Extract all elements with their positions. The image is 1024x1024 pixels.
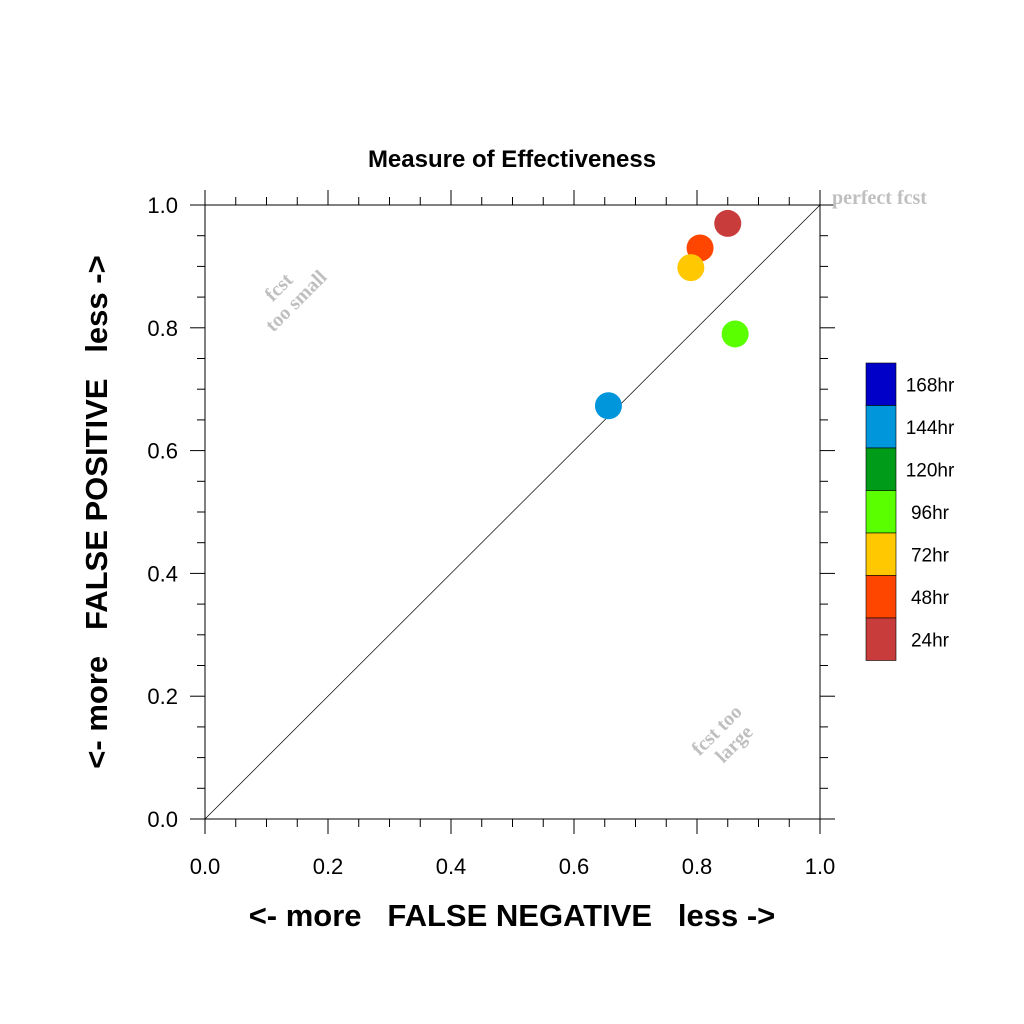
x-tick-label: 0.6: [559, 854, 590, 879]
x-tick-label: 1.0: [805, 854, 836, 879]
x-tick-label: 0.2: [313, 854, 344, 879]
legend-label-72hr: 72hr: [911, 545, 950, 566]
diagonal-reference-line: [204, 204, 821, 820]
point-144hr: [594, 392, 622, 420]
y-tick-label: 0.0: [147, 807, 178, 832]
x-tick-label: 0.4: [436, 854, 467, 879]
y-tick-label: 0.8: [147, 316, 178, 341]
legend-label-168hr: 168hr: [906, 375, 955, 396]
legend: 168hr 144hr 120hr 96hr 72hr 48hr 24hr: [865, 362, 955, 661]
data-points: [594, 209, 749, 420]
chart-title: Measure of Effectiveness: [368, 146, 656, 173]
legend-swatch-72hr: [865, 532, 897, 576]
point-24hr: [714, 209, 742, 237]
x-axis-label: <- more FALSE NEGATIVE less ->: [249, 898, 776, 933]
y-axis-label: <- more FALSE POSITIVE less ->: [79, 255, 114, 768]
legend-label-120hr: 120hr: [906, 460, 955, 481]
axis-ticks: [190, 190, 835, 834]
legend-swatch-48hr: [865, 575, 897, 619]
y-tick-label: 0.4: [147, 561, 178, 586]
legend-label-24hr: 24hr: [911, 630, 950, 651]
plot-frame: [204, 204, 821, 820]
legend-swatch-144hr: [865, 405, 897, 449]
y-tick-label: 1.0: [147, 193, 178, 218]
y-tick-label: 0.6: [147, 439, 178, 464]
legend-swatch-24hr: [865, 617, 897, 661]
legend-label-48hr: 48hr: [911, 588, 950, 609]
annotation-too-small: fcst too small: [246, 250, 332, 336]
legend-swatch-96hr: [865, 490, 897, 534]
legend-label-96hr: 96hr: [911, 503, 950, 524]
annotation-perfect-fcst: perfect fcst: [832, 187, 927, 209]
point-96hr: [721, 320, 749, 348]
point-72hr: [677, 254, 705, 282]
x-tick-label: 0.8: [682, 854, 713, 879]
annotation-too-large: fcst too large: [687, 697, 765, 775]
legend-swatch-168hr: [865, 362, 897, 406]
legend-label-144hr: 144hr: [906, 418, 955, 439]
legend-swatch-120hr: [865, 447, 897, 491]
x-tick-label: 0.0: [190, 854, 221, 879]
tick-labels: 0.0 0.2 0.4 0.6 0.8 1.0 0.0 0.2 0.4 0.6 0.8 1.0: [147, 193, 835, 879]
y-tick-label: 0.2: [147, 684, 178, 709]
